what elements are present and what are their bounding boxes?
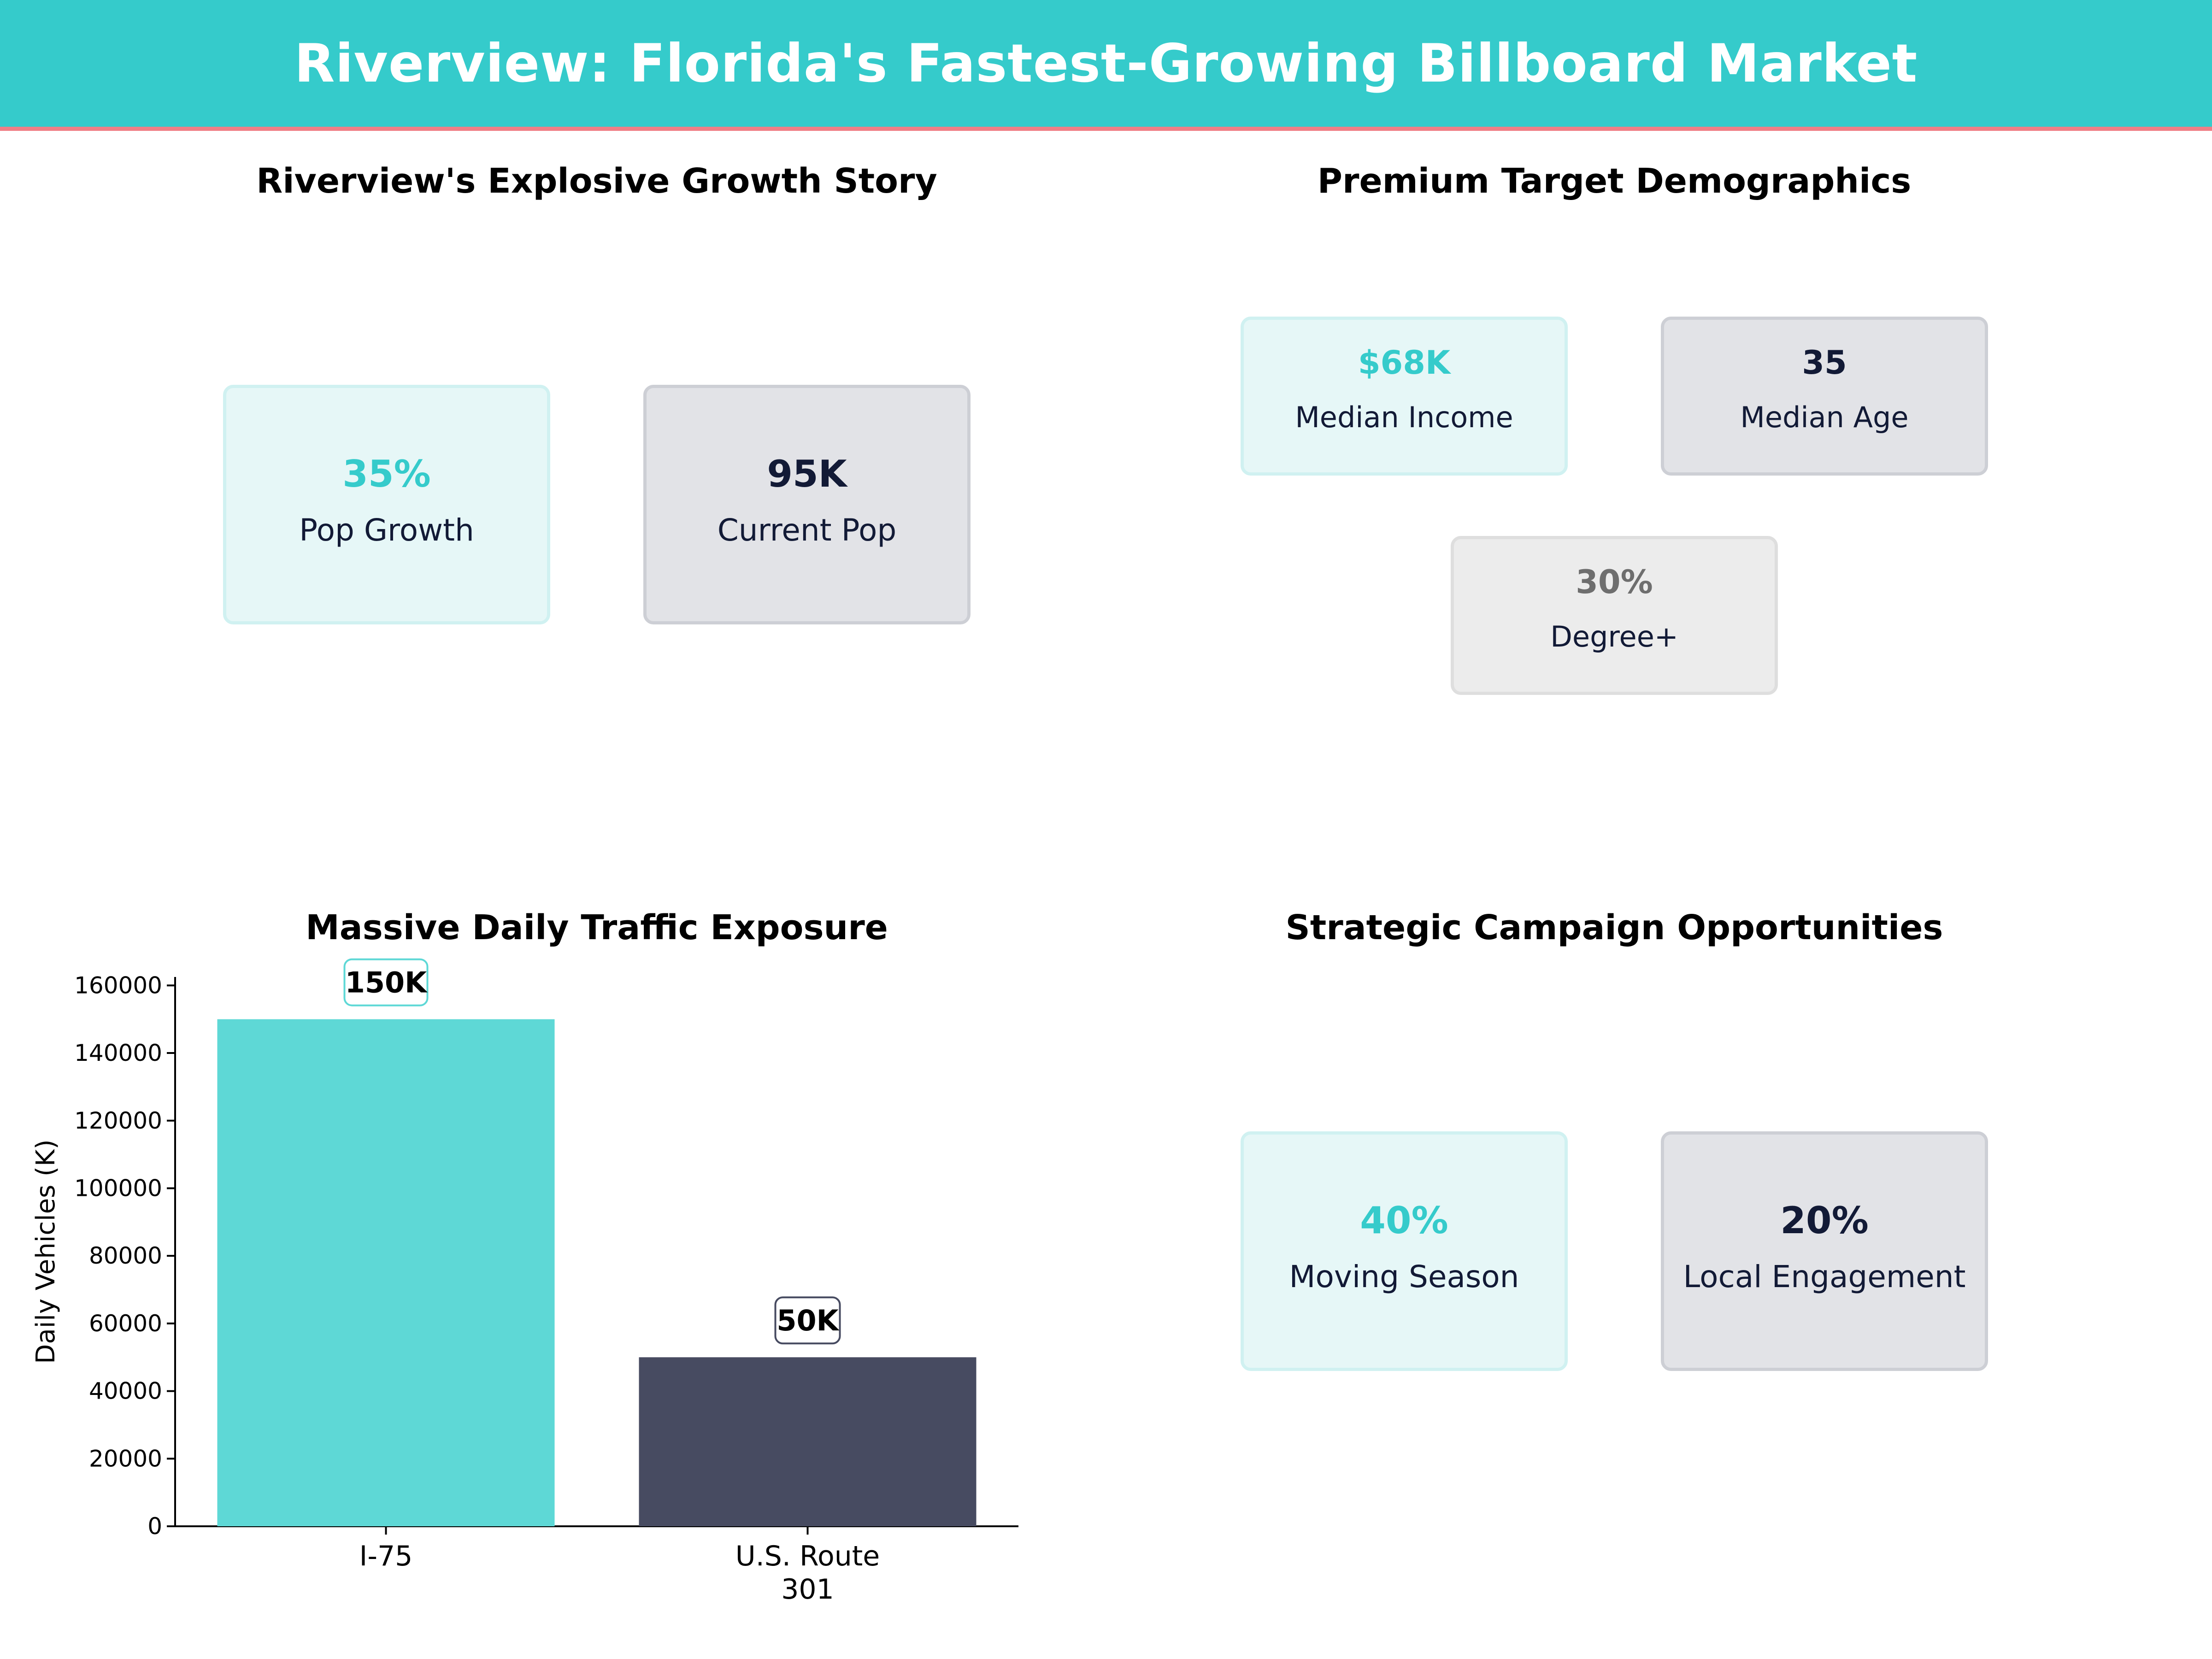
data-label: 150K (345, 966, 428, 1000)
growth-panel-title: Riverview's Explosive Growth Story (256, 161, 937, 201)
median-age-card: 35 Median Age (1661, 317, 1988, 476)
demographics-panel-title: Premium Target Demographics (1317, 161, 1912, 201)
local-engagement-label: Local Engagement (1683, 1259, 1966, 1294)
x-tick-label: 301 (781, 1573, 834, 1606)
x-tick-label: I-75 (359, 1540, 413, 1572)
y-tick-label: 140000 (74, 1040, 162, 1066)
local-engagement-value: 20% (1780, 1199, 1869, 1242)
data-label-box (774, 1296, 841, 1345)
y-tick-label: 40000 (89, 1378, 162, 1405)
current-pop-value: 95K (767, 453, 847, 495)
current-pop-label: Current Pop (717, 512, 897, 548)
y-axis-label: Daily Vehicles (K) (31, 1139, 61, 1364)
bar-2 (639, 1357, 977, 1526)
current-pop-card: 95K Current Pop (643, 385, 971, 624)
median-income-value: $68K (1358, 344, 1451, 382)
header-banner: Riverview: Florida's Fastest-Growing Bil… (0, 0, 2212, 131)
bar-1 (217, 1019, 555, 1526)
campaign-panel-title: Strategic Campaign Opportunities (1285, 908, 1943, 947)
x-tick-label: U.S. Route (735, 1540, 880, 1572)
y-tick-label: 60000 (89, 1310, 162, 1337)
y-tick-label: 100000 (74, 1175, 162, 1201)
degree-card: 30% Degree+ (1451, 536, 1778, 695)
page-title: Riverview: Florida's Fastest-Growing Bil… (294, 33, 1918, 94)
degree-label: Degree+ (1550, 620, 1678, 653)
degree-value: 30% (1576, 563, 1653, 601)
median-income-card: $68K Median Income (1241, 317, 1568, 476)
pop-growth-label: Pop Growth (299, 512, 474, 548)
data-label-box (343, 958, 429, 1006)
y-tick-label: 160000 (74, 972, 162, 999)
moving-season-card: 40% Moving Season (1241, 1131, 1568, 1371)
y-tick-label: 0 (147, 1513, 162, 1540)
traffic-panel-title: Massive Daily Traffic Exposure (306, 908, 888, 947)
pop-growth-value: 35% (342, 453, 431, 495)
pop-growth-card: 35% Pop Growth (223, 385, 550, 624)
y-tick-label: 80000 (89, 1242, 162, 1269)
y-tick-label: 20000 (89, 1445, 162, 1472)
moving-season-label: Moving Season (1289, 1259, 1519, 1294)
median-income-label: Median Income (1295, 400, 1513, 434)
median-age-value: 35 (1802, 344, 1847, 382)
local-engagement-card: 20% Local Engagement (1661, 1131, 1988, 1371)
moving-season-value: 40% (1360, 1199, 1448, 1242)
y-tick-label: 120000 (74, 1107, 162, 1134)
median-age-label: Median Age (1740, 400, 1909, 434)
data-label: 50K (777, 1304, 839, 1337)
